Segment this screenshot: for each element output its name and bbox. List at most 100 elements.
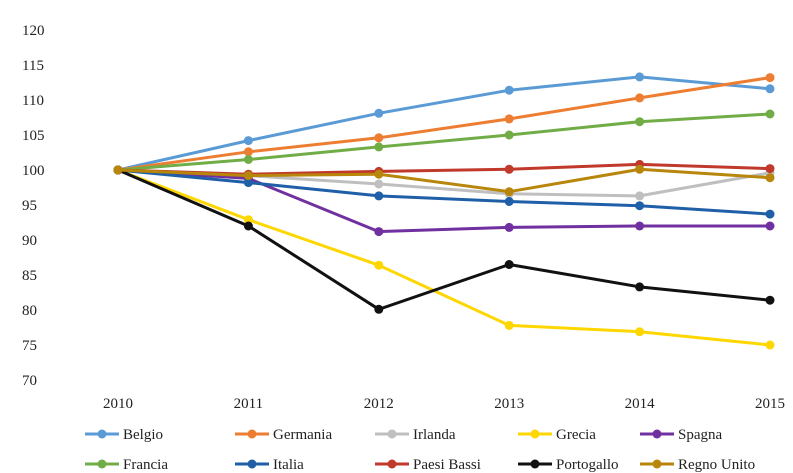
legend-label: Portogallo bbox=[556, 457, 619, 473]
data-point bbox=[635, 282, 645, 292]
legend-item: Regno Unito bbox=[640, 457, 755, 473]
series-belgio bbox=[113, 72, 775, 175]
legend-item: Grecia bbox=[518, 427, 596, 443]
data-point bbox=[374, 227, 384, 237]
y-axis-ticks: 70 75 80 85 90 95 100 105 110 115 120 bbox=[22, 23, 45, 389]
data-point bbox=[243, 221, 253, 231]
x-tick-label: 2010 bbox=[103, 396, 133, 412]
legend-item: Italia bbox=[235, 457, 304, 473]
legend-label: Spagna bbox=[678, 427, 723, 443]
legend-item: Paesi Bassi bbox=[375, 457, 481, 473]
series-line bbox=[116, 75, 772, 172]
data-point bbox=[504, 85, 514, 95]
data-point bbox=[243, 155, 253, 164]
data-point bbox=[504, 114, 514, 124]
data-point bbox=[765, 109, 775, 119]
legend-item: Portogallo bbox=[518, 457, 619, 473]
legend-swatch-marker bbox=[652, 429, 662, 439]
data-point bbox=[374, 108, 384, 118]
data-point bbox=[635, 201, 645, 211]
series-grecia bbox=[113, 165, 775, 350]
legend-swatch-marker bbox=[247, 459, 257, 469]
legend-label: Germania bbox=[273, 427, 332, 443]
legend-item: Spagna bbox=[640, 427, 723, 443]
legend-swatch-marker bbox=[97, 429, 107, 439]
legend-item: Irlanda bbox=[375, 427, 456, 443]
series-line bbox=[116, 112, 772, 172]
data-point bbox=[504, 130, 514, 140]
data-point bbox=[374, 179, 384, 189]
series-line bbox=[116, 76, 772, 172]
data-point bbox=[504, 222, 514, 232]
x-tick-label: 2013 bbox=[494, 396, 524, 412]
series-line bbox=[116, 168, 772, 216]
data-point bbox=[635, 72, 645, 82]
x-axis-ticks: 2010 2011 2012 2013 2014 2015 bbox=[103, 396, 785, 412]
data-point bbox=[374, 304, 384, 314]
data-point bbox=[635, 93, 645, 103]
data-point bbox=[504, 320, 514, 330]
legend-label: Irlanda bbox=[413, 427, 456, 443]
series-line bbox=[116, 168, 772, 311]
legend-item: Germania bbox=[235, 427, 332, 443]
data-point bbox=[374, 191, 384, 201]
legend-label: Paesi Bassi bbox=[413, 457, 481, 473]
series-germania bbox=[113, 73, 775, 175]
y-tick-label: 110 bbox=[22, 93, 44, 109]
legend-swatch-marker bbox=[530, 429, 540, 439]
legend-label: Regno Unito bbox=[678, 457, 755, 473]
data-point bbox=[765, 164, 775, 174]
legend-swatch-marker bbox=[387, 429, 397, 439]
series-lines bbox=[113, 72, 775, 350]
data-point bbox=[765, 221, 775, 231]
data-point bbox=[635, 221, 645, 231]
y-tick-label: 75 bbox=[22, 338, 37, 354]
data-point bbox=[243, 178, 253, 188]
data-point bbox=[504, 187, 514, 197]
legend-swatch-marker bbox=[97, 459, 107, 469]
series-regno-unito bbox=[113, 164, 775, 197]
data-point bbox=[635, 164, 645, 174]
y-tick-label: 120 bbox=[22, 23, 45, 39]
legend-swatch-marker bbox=[652, 459, 662, 469]
data-point bbox=[765, 340, 775, 350]
legend-label: Francia bbox=[123, 457, 168, 473]
legend: Belgio Germania Irlanda Grecia Spagna Francia… bbox=[85, 427, 755, 473]
series-portogallo bbox=[113, 165, 775, 314]
data-point bbox=[374, 142, 384, 152]
data-point bbox=[765, 209, 775, 219]
data-point bbox=[243, 136, 253, 146]
data-point bbox=[765, 84, 775, 94]
data-point bbox=[374, 169, 384, 179]
legend-swatch-marker bbox=[530, 459, 540, 469]
data-point bbox=[765, 73, 775, 83]
data-point bbox=[113, 165, 123, 175]
data-point bbox=[635, 117, 645, 127]
y-tick-label: 85 bbox=[22, 268, 37, 284]
data-point bbox=[765, 295, 775, 305]
y-tick-label: 90 bbox=[22, 233, 37, 249]
x-tick-label: 2011 bbox=[234, 396, 263, 412]
data-point bbox=[504, 164, 514, 174]
y-tick-label: 100 bbox=[22, 163, 45, 179]
y-tick-label: 70 bbox=[22, 373, 37, 389]
legend-swatch-marker bbox=[247, 429, 257, 439]
legend-label: Belgio bbox=[123, 427, 163, 443]
legend-item: Francia bbox=[85, 457, 168, 473]
x-tick-label: 2012 bbox=[364, 396, 394, 412]
series-spagna bbox=[113, 165, 775, 237]
x-tick-label: 2014 bbox=[625, 396, 656, 412]
data-point bbox=[765, 173, 775, 183]
y-tick-label: 80 bbox=[22, 303, 37, 319]
legend-label: Grecia bbox=[556, 427, 596, 443]
series-line bbox=[116, 168, 772, 234]
data-point bbox=[374, 260, 384, 270]
legend-item: Belgio bbox=[85, 427, 163, 443]
y-tick-label: 115 bbox=[22, 58, 44, 74]
x-tick-label: 2015 bbox=[755, 396, 785, 412]
data-point bbox=[504, 260, 514, 269]
data-point bbox=[243, 171, 253, 181]
data-point bbox=[635, 191, 645, 201]
data-point bbox=[374, 133, 384, 143]
